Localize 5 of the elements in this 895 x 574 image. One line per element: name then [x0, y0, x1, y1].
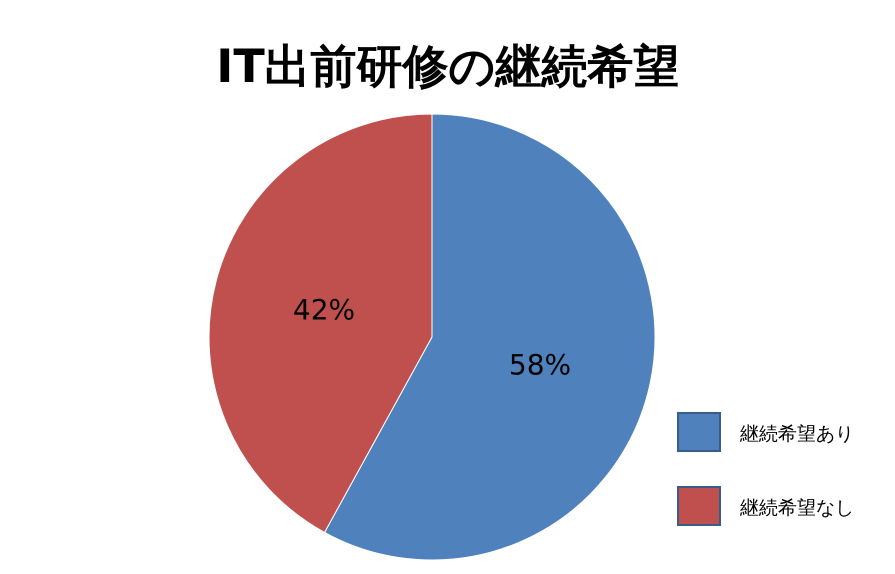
chart-title: IT出前研修の継続希望 — [216, 39, 680, 93]
data-label: 42% — [292, 293, 356, 326]
legend-label: 継続希望あり — [739, 423, 854, 445]
data-label: 58% — [508, 348, 572, 382]
legend-label: 継続希望なし — [739, 497, 854, 519]
